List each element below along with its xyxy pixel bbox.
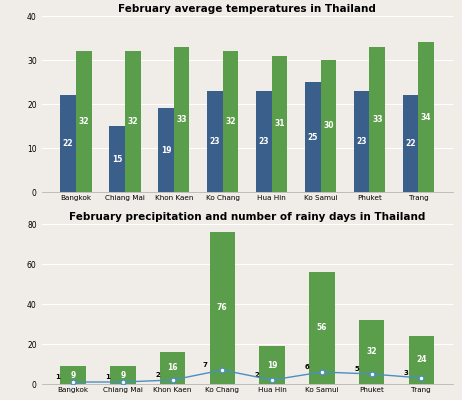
Text: 34: 34 [421, 113, 432, 122]
Bar [359, 320, 384, 384]
Title: February average temperatures in Thailand: February average temperatures in Thailan… [118, 4, 376, 14]
Bar [76, 51, 91, 192]
Bar [223, 51, 238, 192]
Text: 33: 33 [176, 115, 187, 124]
Text: 25: 25 [308, 132, 318, 142]
Bar [125, 51, 140, 192]
Bar [160, 352, 185, 384]
Text: 23: 23 [210, 137, 220, 146]
Text: 2: 2 [255, 372, 260, 378]
Text: 76: 76 [217, 304, 228, 312]
Bar [60, 366, 86, 384]
Text: 2: 2 [155, 372, 160, 378]
Text: 32: 32 [225, 117, 236, 126]
Text: 56: 56 [316, 324, 327, 332]
Text: 31: 31 [274, 119, 285, 128]
Bar [256, 91, 272, 192]
Bar [403, 95, 419, 192]
Text: 19: 19 [161, 146, 171, 155]
Text: 33: 33 [372, 115, 383, 124]
Text: 5: 5 [354, 366, 359, 372]
Text: 3: 3 [404, 370, 409, 376]
Text: 23: 23 [259, 137, 269, 146]
Bar [210, 232, 235, 384]
Text: 22: 22 [405, 139, 416, 148]
Bar [272, 56, 287, 192]
Bar [158, 108, 174, 192]
Title: February precipitation and number of rainy days in Thailand: February precipitation and number of rai… [69, 212, 426, 222]
Bar [309, 272, 334, 384]
Bar [419, 42, 434, 192]
Text: 15: 15 [112, 154, 122, 164]
Bar [259, 346, 285, 384]
Bar [321, 60, 336, 192]
Text: 1: 1 [105, 374, 110, 380]
Bar [60, 95, 76, 192]
Text: 32: 32 [128, 117, 138, 126]
Text: 6: 6 [304, 364, 309, 370]
Bar [408, 336, 434, 384]
Bar [110, 366, 135, 384]
Text: 9: 9 [70, 370, 76, 380]
Text: 23: 23 [356, 137, 367, 146]
Bar [354, 91, 370, 192]
Bar [370, 47, 385, 192]
Text: 7: 7 [202, 362, 207, 368]
Bar [109, 126, 125, 192]
Text: 22: 22 [63, 139, 73, 148]
Text: 24: 24 [416, 356, 426, 364]
Bar [305, 82, 321, 192]
Legend: Daily minimum, Daily maximum: Daily minimum, Daily maximum [167, 222, 327, 238]
Text: 30: 30 [323, 122, 334, 130]
Text: 16: 16 [167, 364, 178, 372]
Text: 1: 1 [55, 374, 61, 380]
Text: 32: 32 [366, 348, 377, 356]
Text: 32: 32 [79, 117, 89, 126]
Text: 9: 9 [120, 370, 125, 380]
Bar [207, 91, 223, 192]
Bar [174, 47, 189, 192]
Text: 19: 19 [267, 360, 277, 370]
